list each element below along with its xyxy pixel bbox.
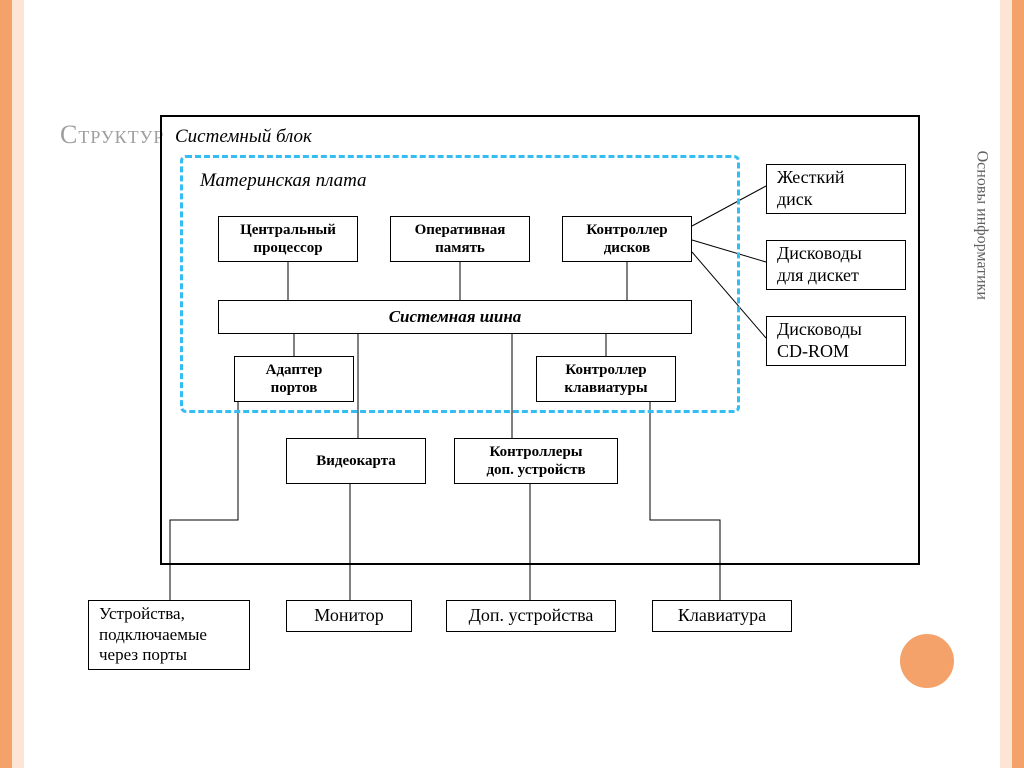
- node-kbdctl: Контроллерклавиатуры: [536, 356, 676, 402]
- node-diskctl: Контроллердисков: [562, 216, 692, 262]
- side-caption: Основы информатики: [972, 151, 990, 300]
- node-ram: Оперативнаяпамять: [390, 216, 530, 262]
- node-addctl: Контроллерыдоп. устройств: [454, 438, 618, 484]
- node-hdd: Жесткийдиск: [766, 164, 906, 214]
- slide-title: Структур: [60, 120, 164, 150]
- node-video: Видеокарта: [286, 438, 426, 484]
- accent-circle-icon: [900, 634, 954, 688]
- band-left-inner: [12, 0, 24, 768]
- band-right-outer: [1012, 0, 1024, 768]
- node-extport: Устройства,подключаемыечерез порты: [88, 600, 250, 670]
- node-keyboard: Клавиатура: [652, 600, 792, 632]
- node-bus: Системная шина: [218, 300, 692, 334]
- band-right-inner: [1000, 0, 1012, 768]
- node-ports: Адаптерпортов: [234, 356, 354, 402]
- node-extdev: Доп. устройства: [446, 600, 616, 632]
- node-fdd: Дисководыдля дискет: [766, 240, 906, 290]
- node-cpu: Центральныйпроцессор: [218, 216, 358, 262]
- node-monitor: Монитор: [286, 600, 412, 632]
- node-cdrom: ДисководыCD-ROM: [766, 316, 906, 366]
- band-left-outer: [0, 0, 12, 768]
